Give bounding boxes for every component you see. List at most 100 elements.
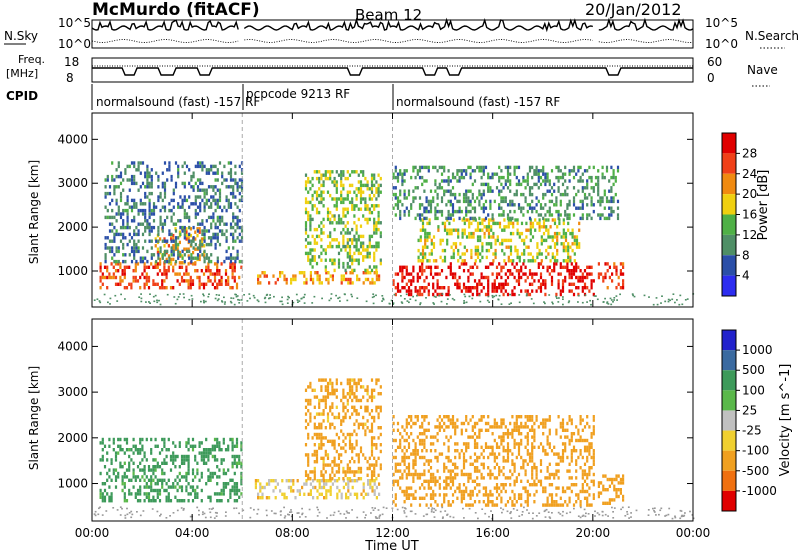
velocity-cell	[176, 475, 179, 479]
power-cell	[327, 271, 330, 275]
power-cell	[392, 279, 395, 283]
power-cell	[200, 240, 203, 245]
power-cell	[353, 214, 356, 218]
power-cell	[126, 242, 129, 247]
power-cell	[233, 262, 236, 266]
power-cell	[509, 272, 512, 276]
power-cell	[566, 216, 569, 221]
power-cell	[342, 210, 345, 215]
power-cell	[156, 262, 159, 266]
power-cell	[130, 236, 134, 240]
power-cell	[370, 190, 374, 194]
power-ground-scatter	[214, 297, 217, 300]
power-cell	[111, 246, 114, 250]
power-cell	[329, 210, 332, 215]
power-cell	[423, 286, 426, 290]
power-cell	[492, 221, 495, 226]
power-cell	[320, 238, 323, 242]
power-ground-scatter	[149, 302, 151, 304]
power-ground-scatter	[264, 296, 267, 299]
power-cell	[509, 165, 512, 170]
velocity-cell	[535, 418, 538, 422]
velocity-cell	[315, 449, 319, 454]
velocity-cell	[335, 388, 338, 392]
power-cell	[137, 161, 140, 165]
velocity-cell	[489, 445, 492, 449]
velocity-cell	[117, 475, 120, 479]
velocity-cell	[342, 388, 345, 392]
power-cell	[150, 229, 153, 233]
velocity-cell	[285, 496, 288, 500]
velocity-cell	[348, 415, 352, 420]
velocity-cell	[471, 493, 474, 497]
power-cell	[594, 182, 598, 187]
velocity-cell	[340, 492, 343, 496]
velocity-cell	[287, 485, 290, 490]
power-cell	[139, 256, 142, 260]
freq-label-line2: [MHz]	[6, 67, 38, 80]
velocity-cell	[528, 459, 532, 463]
velocity-cell	[410, 418, 413, 422]
velocity-cell	[375, 405, 378, 409]
velocity-cell	[520, 496, 523, 500]
power-cell	[569, 245, 572, 249]
power-cell	[555, 292, 558, 297]
velocity-cell	[377, 412, 380, 416]
power-cell	[227, 198, 230, 203]
velocity-cell	[401, 455, 404, 460]
velocity-cell	[555, 432, 558, 436]
power-cell	[366, 248, 369, 252]
power-cell	[234, 256, 237, 260]
velocity-cell	[333, 446, 336, 450]
power-cell	[238, 259, 241, 264]
velocity-cell	[449, 421, 452, 426]
power-cell	[414, 165, 417, 170]
power-cell	[130, 282, 133, 286]
velocity-cell	[185, 485, 188, 489]
power-cell	[137, 208, 140, 213]
power-cell	[176, 279, 179, 283]
power-cell	[509, 216, 512, 221]
velocity-cell	[460, 421, 463, 426]
velocity-cell	[318, 405, 321, 409]
power-cell	[601, 196, 604, 200]
power-cell	[229, 222, 233, 226]
velocity-cell	[309, 415, 312, 420]
power-ground-scatter	[552, 302, 554, 305]
velocity-cell	[359, 422, 363, 426]
power-cell	[333, 238, 336, 242]
power-cell	[493, 286, 496, 290]
velocity-cell	[309, 385, 312, 389]
velocity-cell	[438, 493, 441, 497]
power-cell	[426, 238, 429, 243]
power-cell	[454, 275, 457, 280]
power-cell	[546, 269, 549, 273]
power-cell	[304, 173, 308, 177]
power-cell	[517, 165, 521, 170]
velocity-cell	[353, 492, 356, 496]
power-cell	[535, 182, 538, 187]
power-cell	[198, 282, 201, 286]
velocity-cell	[533, 438, 536, 443]
power-cell	[359, 183, 363, 188]
power-cell	[568, 213, 571, 217]
velocity-cell	[158, 488, 162, 493]
power-cell	[535, 203, 538, 207]
power-cell	[333, 197, 336, 201]
power-cell	[366, 187, 369, 191]
power-cell	[115, 212, 118, 216]
power-cell	[172, 233, 175, 238]
velocity-cell	[101, 441, 104, 445]
power-cell	[611, 279, 614, 283]
power-cell	[478, 203, 481, 207]
power-cell	[124, 168, 127, 172]
power-cell	[425, 265, 428, 269]
power-cell	[190, 256, 193, 260]
power-cell	[178, 265, 181, 269]
power-cell	[132, 279, 135, 283]
power-cell	[318, 180, 321, 184]
velocity-cell	[396, 421, 400, 426]
power-cell	[446, 242, 449, 246]
power-cell	[340, 173, 343, 177]
